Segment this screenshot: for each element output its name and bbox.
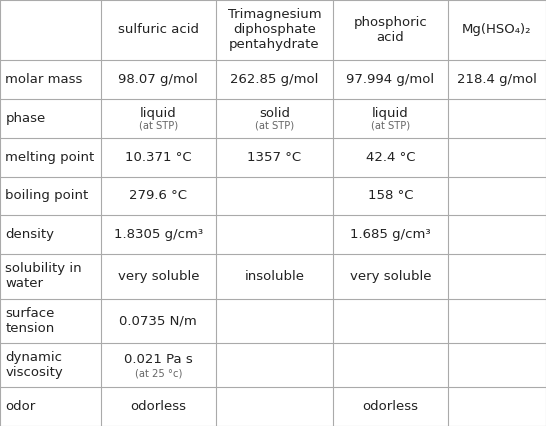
Text: sulfuric acid: sulfuric acid bbox=[118, 23, 199, 36]
Text: 0.021 Pa s: 0.021 Pa s bbox=[124, 353, 193, 366]
Text: Mg(HSO₄)₂: Mg(HSO₄)₂ bbox=[462, 23, 532, 36]
Text: 42.4 °C: 42.4 °C bbox=[366, 150, 415, 164]
Text: melting point: melting point bbox=[5, 150, 94, 164]
Text: (at STP): (at STP) bbox=[139, 121, 178, 131]
Text: (at STP): (at STP) bbox=[255, 121, 294, 131]
Text: 218.4 g/mol: 218.4 g/mol bbox=[457, 73, 537, 86]
Text: surface
tension: surface tension bbox=[5, 307, 55, 335]
Text: 0.0735 N/m: 0.0735 N/m bbox=[120, 314, 197, 327]
Text: phase: phase bbox=[5, 112, 46, 125]
Text: 158 °C: 158 °C bbox=[367, 190, 413, 202]
Text: 97.994 g/mol: 97.994 g/mol bbox=[346, 73, 435, 86]
Text: boiling point: boiling point bbox=[5, 190, 88, 202]
Text: 279.6 °C: 279.6 °C bbox=[129, 190, 187, 202]
Text: odorless: odorless bbox=[363, 400, 418, 413]
Text: phosphoric
acid: phosphoric acid bbox=[353, 16, 428, 44]
Text: molar mass: molar mass bbox=[5, 73, 83, 86]
Text: Trimagnesium
diphosphate
pentahydrate: Trimagnesium diphosphate pentahydrate bbox=[228, 9, 321, 52]
Text: density: density bbox=[5, 228, 55, 242]
Text: liquid: liquid bbox=[140, 106, 177, 120]
Text: solubility in
water: solubility in water bbox=[5, 262, 82, 291]
Text: very soluble: very soluble bbox=[349, 270, 431, 283]
Text: 1357 °C: 1357 °C bbox=[247, 150, 301, 164]
Text: liquid: liquid bbox=[372, 106, 409, 120]
Text: solid: solid bbox=[259, 106, 290, 120]
Text: (at 25 °c): (at 25 °c) bbox=[135, 369, 182, 379]
Text: 1.685 g/cm³: 1.685 g/cm³ bbox=[350, 228, 431, 242]
Text: odor: odor bbox=[5, 400, 35, 413]
Text: insoluble: insoluble bbox=[245, 270, 304, 283]
Text: odorless: odorless bbox=[130, 400, 186, 413]
Text: 98.07 g/mol: 98.07 g/mol bbox=[118, 73, 198, 86]
Text: very soluble: very soluble bbox=[117, 270, 199, 283]
Text: 10.371 °C: 10.371 °C bbox=[125, 150, 192, 164]
Text: dynamic
viscosity: dynamic viscosity bbox=[5, 351, 63, 379]
Text: 1.8305 g/cm³: 1.8305 g/cm³ bbox=[114, 228, 203, 242]
Text: 262.85 g/mol: 262.85 g/mol bbox=[230, 73, 318, 86]
Text: (at STP): (at STP) bbox=[371, 121, 410, 131]
